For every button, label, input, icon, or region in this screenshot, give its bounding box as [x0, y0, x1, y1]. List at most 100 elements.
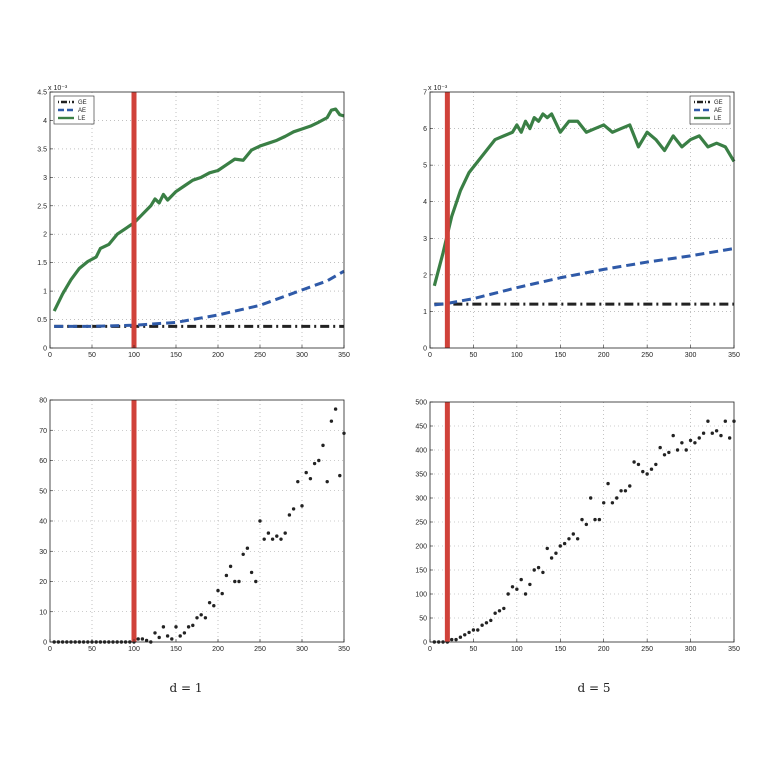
- data-point: [515, 587, 519, 591]
- data-point: [723, 419, 728, 423]
- y-tick-label: 80: [39, 398, 47, 405]
- y-tick-label: 400: [415, 448, 427, 455]
- data-point: [195, 616, 199, 620]
- x-tick-label: 50: [88, 352, 96, 359]
- data-point: [476, 628, 480, 632]
- data-point: [523, 592, 528, 596]
- data-point: [321, 443, 325, 448]
- y-axis-exponent-label: x 10⁻³: [48, 85, 68, 92]
- data-point: [262, 537, 266, 541]
- data-point: [662, 453, 667, 457]
- data-point: [480, 623, 484, 627]
- x-tick-label: 100: [128, 352, 140, 359]
- data-point: [258, 519, 262, 523]
- data-point: [701, 431, 706, 435]
- data-point: [237, 579, 241, 584]
- y-tick-label: 50: [419, 616, 427, 623]
- data-point: [528, 582, 532, 587]
- x-tick-label: 350: [338, 646, 350, 653]
- data-point: [136, 637, 140, 641]
- data-point: [658, 445, 662, 450]
- data-point: [719, 433, 723, 438]
- x-tick-label: 350: [338, 352, 350, 359]
- x-tick-label: 200: [598, 352, 610, 359]
- y-tick-label: 2: [43, 232, 47, 239]
- data-point: [510, 585, 515, 589]
- data-point: [667, 450, 671, 455]
- y-tick-label: 2: [423, 272, 427, 279]
- data-point: [174, 625, 178, 629]
- y-tick-label: 6: [423, 126, 427, 133]
- data-point: [588, 496, 593, 500]
- y-tick-label: 4: [43, 118, 47, 125]
- x-tick-label: 200: [212, 646, 224, 653]
- data-point: [688, 438, 693, 443]
- data-point: [489, 618, 493, 623]
- y-tick-label: 0: [423, 640, 427, 647]
- y-tick-label: 200: [415, 544, 427, 551]
- x-tick-label: 100: [511, 646, 523, 653]
- data-point: [144, 638, 149, 643]
- y-tick-label: 60: [39, 458, 47, 465]
- data-point: [610, 501, 615, 505]
- legend-label: GE: [78, 100, 87, 106]
- y-tick-label: 3.5: [37, 146, 47, 153]
- chart-d1-line-plot: 0 50 100 150 200 250 300 350 0 0.5 1 1.5 2 2.5 3 3.5 4 4.…: [37, 85, 350, 359]
- x-tick-label: 200: [598, 646, 610, 653]
- data-point: [245, 546, 250, 550]
- data-point: [458, 635, 463, 639]
- y-tick-label: 1.5: [37, 260, 47, 267]
- data-point: [684, 448, 688, 452]
- series-line-le: [52, 107, 345, 312]
- y-tick-label: 250: [415, 520, 427, 527]
- y-tick-label: 7: [423, 90, 427, 97]
- legend-label: GE: [714, 100, 723, 106]
- y-tick-label: 30: [39, 549, 47, 556]
- x-tick-label: 100: [511, 352, 523, 359]
- x-tick-label: 150: [170, 646, 182, 653]
- data-point: [693, 441, 697, 445]
- axes-frame: [429, 91, 735, 349]
- x-tick-label: 250: [254, 646, 266, 653]
- chart-d5-scatter-plot: 0 50 100 150 200 250 300 350 0 50 100 150 200 250 300 3…: [415, 400, 740, 654]
- y-tick-label: 20: [39, 579, 47, 586]
- legend-label: AE: [714, 108, 722, 114]
- y-tick-label: 3: [423, 236, 427, 243]
- y-tick-label: 1: [43, 289, 47, 296]
- data-point: [554, 551, 558, 555]
- y-tick-label: 300: [415, 496, 427, 503]
- data-point: [615, 496, 619, 500]
- data-point: [270, 537, 275, 541]
- data-point: [249, 570, 254, 575]
- data-point: [636, 462, 641, 467]
- y-tick-label: 4: [423, 199, 427, 206]
- caption-d5: d = 5: [578, 681, 611, 695]
- data-point: [506, 592, 510, 596]
- data-point: [467, 630, 471, 635]
- data-point: [606, 481, 610, 486]
- data-point: [304, 470, 308, 475]
- data-point: [584, 522, 589, 527]
- data-point: [706, 419, 710, 423]
- axes-frame: [49, 91, 345, 349]
- legend-label: AE: [78, 108, 86, 114]
- x-tick-label: 250: [254, 352, 266, 359]
- data-point: [333, 407, 338, 411]
- data-point: [207, 600, 212, 605]
- data-point: [186, 625, 191, 629]
- x-tick-label: 200: [212, 352, 224, 359]
- data-point: [645, 472, 649, 476]
- data-point: [275, 534, 279, 538]
- legend: GE AE LE: [689, 95, 731, 125]
- y-tick-label: 5: [423, 163, 427, 170]
- data-point: [502, 606, 506, 611]
- x-tick-label: 150: [554, 352, 566, 359]
- y-tick-label: 100: [415, 592, 427, 599]
- data-point: [727, 436, 732, 440]
- x-tick-label: 0: [428, 352, 432, 359]
- data-point: [697, 436, 701, 440]
- data-point: [454, 637, 458, 642]
- series-line-le: [432, 112, 736, 287]
- y-tick-label: 0: [43, 640, 47, 647]
